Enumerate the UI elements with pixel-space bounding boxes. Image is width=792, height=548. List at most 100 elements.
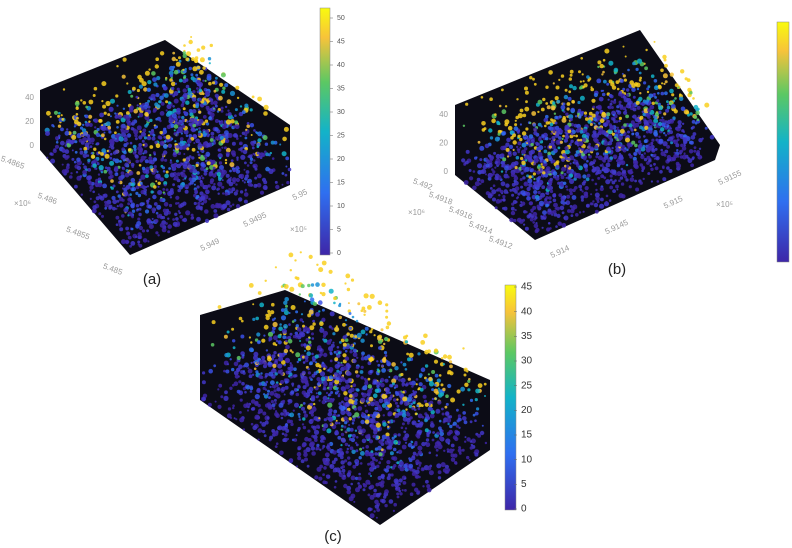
point (116, 65, 118, 67)
point (447, 423, 449, 425)
point (303, 361, 305, 363)
point (294, 259, 296, 261)
point (221, 204, 226, 209)
point (399, 461, 404, 466)
point (111, 146, 115, 150)
point (687, 157, 690, 160)
point (409, 416, 412, 419)
point (155, 93, 159, 97)
point (227, 99, 232, 104)
point (631, 83, 636, 88)
point (362, 439, 367, 444)
point (322, 362, 325, 365)
point (358, 473, 361, 476)
point (364, 405, 366, 407)
point (389, 499, 394, 504)
point (503, 189, 508, 194)
point (181, 116, 184, 119)
point (280, 380, 284, 384)
point (153, 185, 157, 189)
point (358, 429, 363, 434)
point (130, 187, 132, 189)
point (351, 476, 356, 481)
point (83, 101, 87, 105)
point (417, 446, 422, 451)
point (97, 162, 100, 165)
point (137, 75, 142, 80)
point (590, 123, 593, 126)
point (564, 173, 567, 176)
point (126, 185, 131, 190)
point (418, 420, 420, 422)
point (318, 267, 323, 272)
point (272, 157, 275, 160)
point (186, 120, 188, 122)
point (562, 135, 565, 138)
point (240, 105, 242, 107)
point (99, 165, 104, 170)
point (642, 113, 645, 116)
point (311, 451, 316, 456)
point (405, 442, 407, 444)
point (590, 88, 594, 92)
point (571, 214, 574, 217)
point (81, 194, 83, 196)
point (395, 416, 397, 418)
point (356, 320, 359, 323)
point (178, 210, 180, 212)
point (218, 178, 221, 181)
point (563, 182, 566, 185)
point (302, 321, 304, 323)
point (475, 398, 478, 401)
point (626, 93, 630, 97)
point (398, 483, 401, 486)
point (151, 221, 154, 224)
point (384, 351, 387, 354)
point (466, 150, 470, 154)
point (138, 113, 143, 118)
point (136, 221, 141, 226)
point (372, 458, 376, 462)
point (676, 149, 678, 151)
point (493, 152, 496, 155)
point (127, 202, 130, 205)
point (285, 340, 288, 343)
point (513, 200, 517, 204)
point (319, 321, 324, 326)
point (169, 66, 174, 71)
point (278, 357, 283, 362)
point (529, 167, 531, 169)
point (328, 417, 333, 422)
point (529, 201, 533, 205)
point (278, 371, 281, 374)
point (527, 178, 532, 183)
point (339, 405, 344, 410)
point (618, 179, 621, 182)
point (178, 56, 181, 59)
point (265, 143, 268, 146)
point (353, 392, 358, 397)
point (418, 451, 422, 455)
point (219, 83, 223, 87)
point (514, 161, 519, 166)
point (679, 134, 681, 136)
point (321, 283, 325, 287)
colorbar (777, 22, 789, 262)
point (363, 314, 365, 316)
point (325, 452, 330, 457)
point (215, 77, 218, 80)
point (456, 409, 459, 412)
point (545, 196, 548, 199)
point (286, 181, 289, 184)
point (422, 485, 424, 487)
point (638, 144, 642, 148)
point (208, 403, 212, 407)
point (229, 387, 232, 390)
point (669, 169, 673, 173)
point (370, 457, 372, 459)
point (350, 344, 353, 347)
point (425, 403, 429, 407)
point (609, 186, 613, 190)
point (288, 168, 292, 172)
point (586, 160, 589, 163)
